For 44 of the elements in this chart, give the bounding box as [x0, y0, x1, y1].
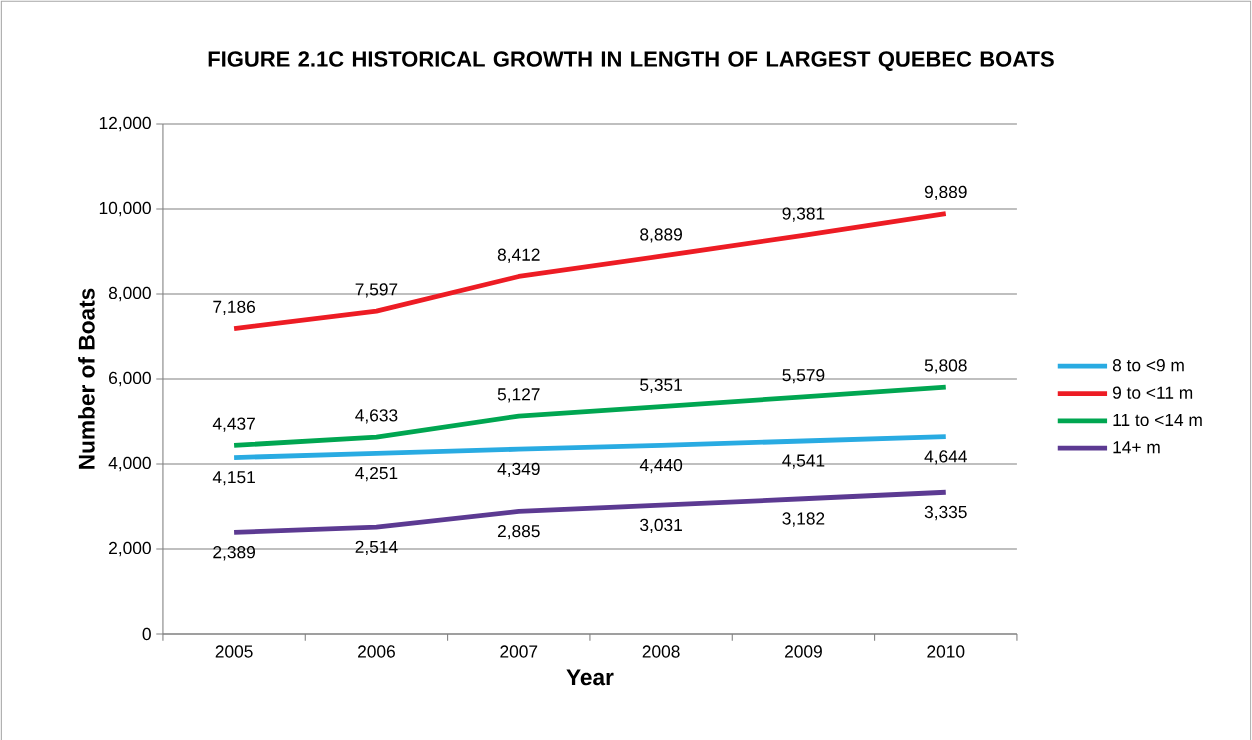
data-label: 2,514 — [355, 540, 398, 556]
x-tick-label: 2009 — [785, 645, 822, 658]
data-label: 4,440 — [639, 458, 683, 474]
data-label: 8,412 — [497, 248, 540, 263]
data-label: 8,889 — [640, 228, 682, 243]
data-label: 4,633 — [355, 409, 398, 424]
data-label: 5,579 — [782, 368, 825, 384]
x-tick-label: 2007 — [500, 645, 538, 658]
legend-label: 11 to <14 m — [1113, 413, 1202, 427]
data-label: 7,597 — [355, 283, 398, 298]
y-tick-label: 6,000 — [109, 371, 151, 387]
data-label: 4,349 — [497, 462, 540, 478]
x-tick-label: 2006 — [358, 645, 395, 658]
data-label: 9,381 — [782, 207, 825, 222]
data-label: 4,251 — [355, 466, 398, 482]
data-label: 4,437 — [212, 417, 255, 432]
chart-title: FIGURE 2.1C HISTORICAL GROWTH IN LENGTH OF LARGEST QUEBEC BOATS — [208, 51, 1054, 71]
data-label: 4,541 — [782, 454, 825, 469]
data-label: 5,808 — [924, 359, 967, 374]
x-axis-title: Year — [566, 669, 614, 686]
data-label: 2,885 — [497, 524, 540, 540]
data-label: 5,127 — [497, 388, 540, 403]
x-tick-label: 2005 — [215, 645, 253, 658]
y-axis-title: Number of Boats — [78, 288, 95, 469]
y-tick-label: 12,000 — [99, 116, 151, 132]
legend-label: 9 to <11 m — [1112, 386, 1193, 399]
x-tick-label: 2010 — [927, 645, 965, 658]
y-tick-label: 8,000 — [108, 286, 151, 302]
y-tick-label: 2,000 — [109, 541, 151, 557]
data-label: 7,186 — [213, 300, 256, 315]
data-label: 4,644 — [924, 450, 967, 465]
data-label: 4,151 — [212, 471, 255, 486]
y-tick-label: 4,000 — [108, 456, 151, 472]
data-label: 5,351 — [640, 378, 682, 393]
y-tick-label: 10,000 — [99, 201, 151, 217]
data-label: 2,389 — [213, 546, 255, 561]
data-label: 3,031 — [640, 518, 682, 534]
data-label: 3,335 — [924, 505, 967, 521]
x-tick-label: 2008 — [642, 645, 680, 658]
legend-label: 8 to <9 m — [1112, 359, 1184, 372]
data-label: 9,889 — [924, 185, 967, 201]
legend-label: 14+ m — [1113, 441, 1160, 454]
y-tick-label: 0 — [142, 627, 151, 641]
data-label: 3,182 — [782, 512, 825, 527]
